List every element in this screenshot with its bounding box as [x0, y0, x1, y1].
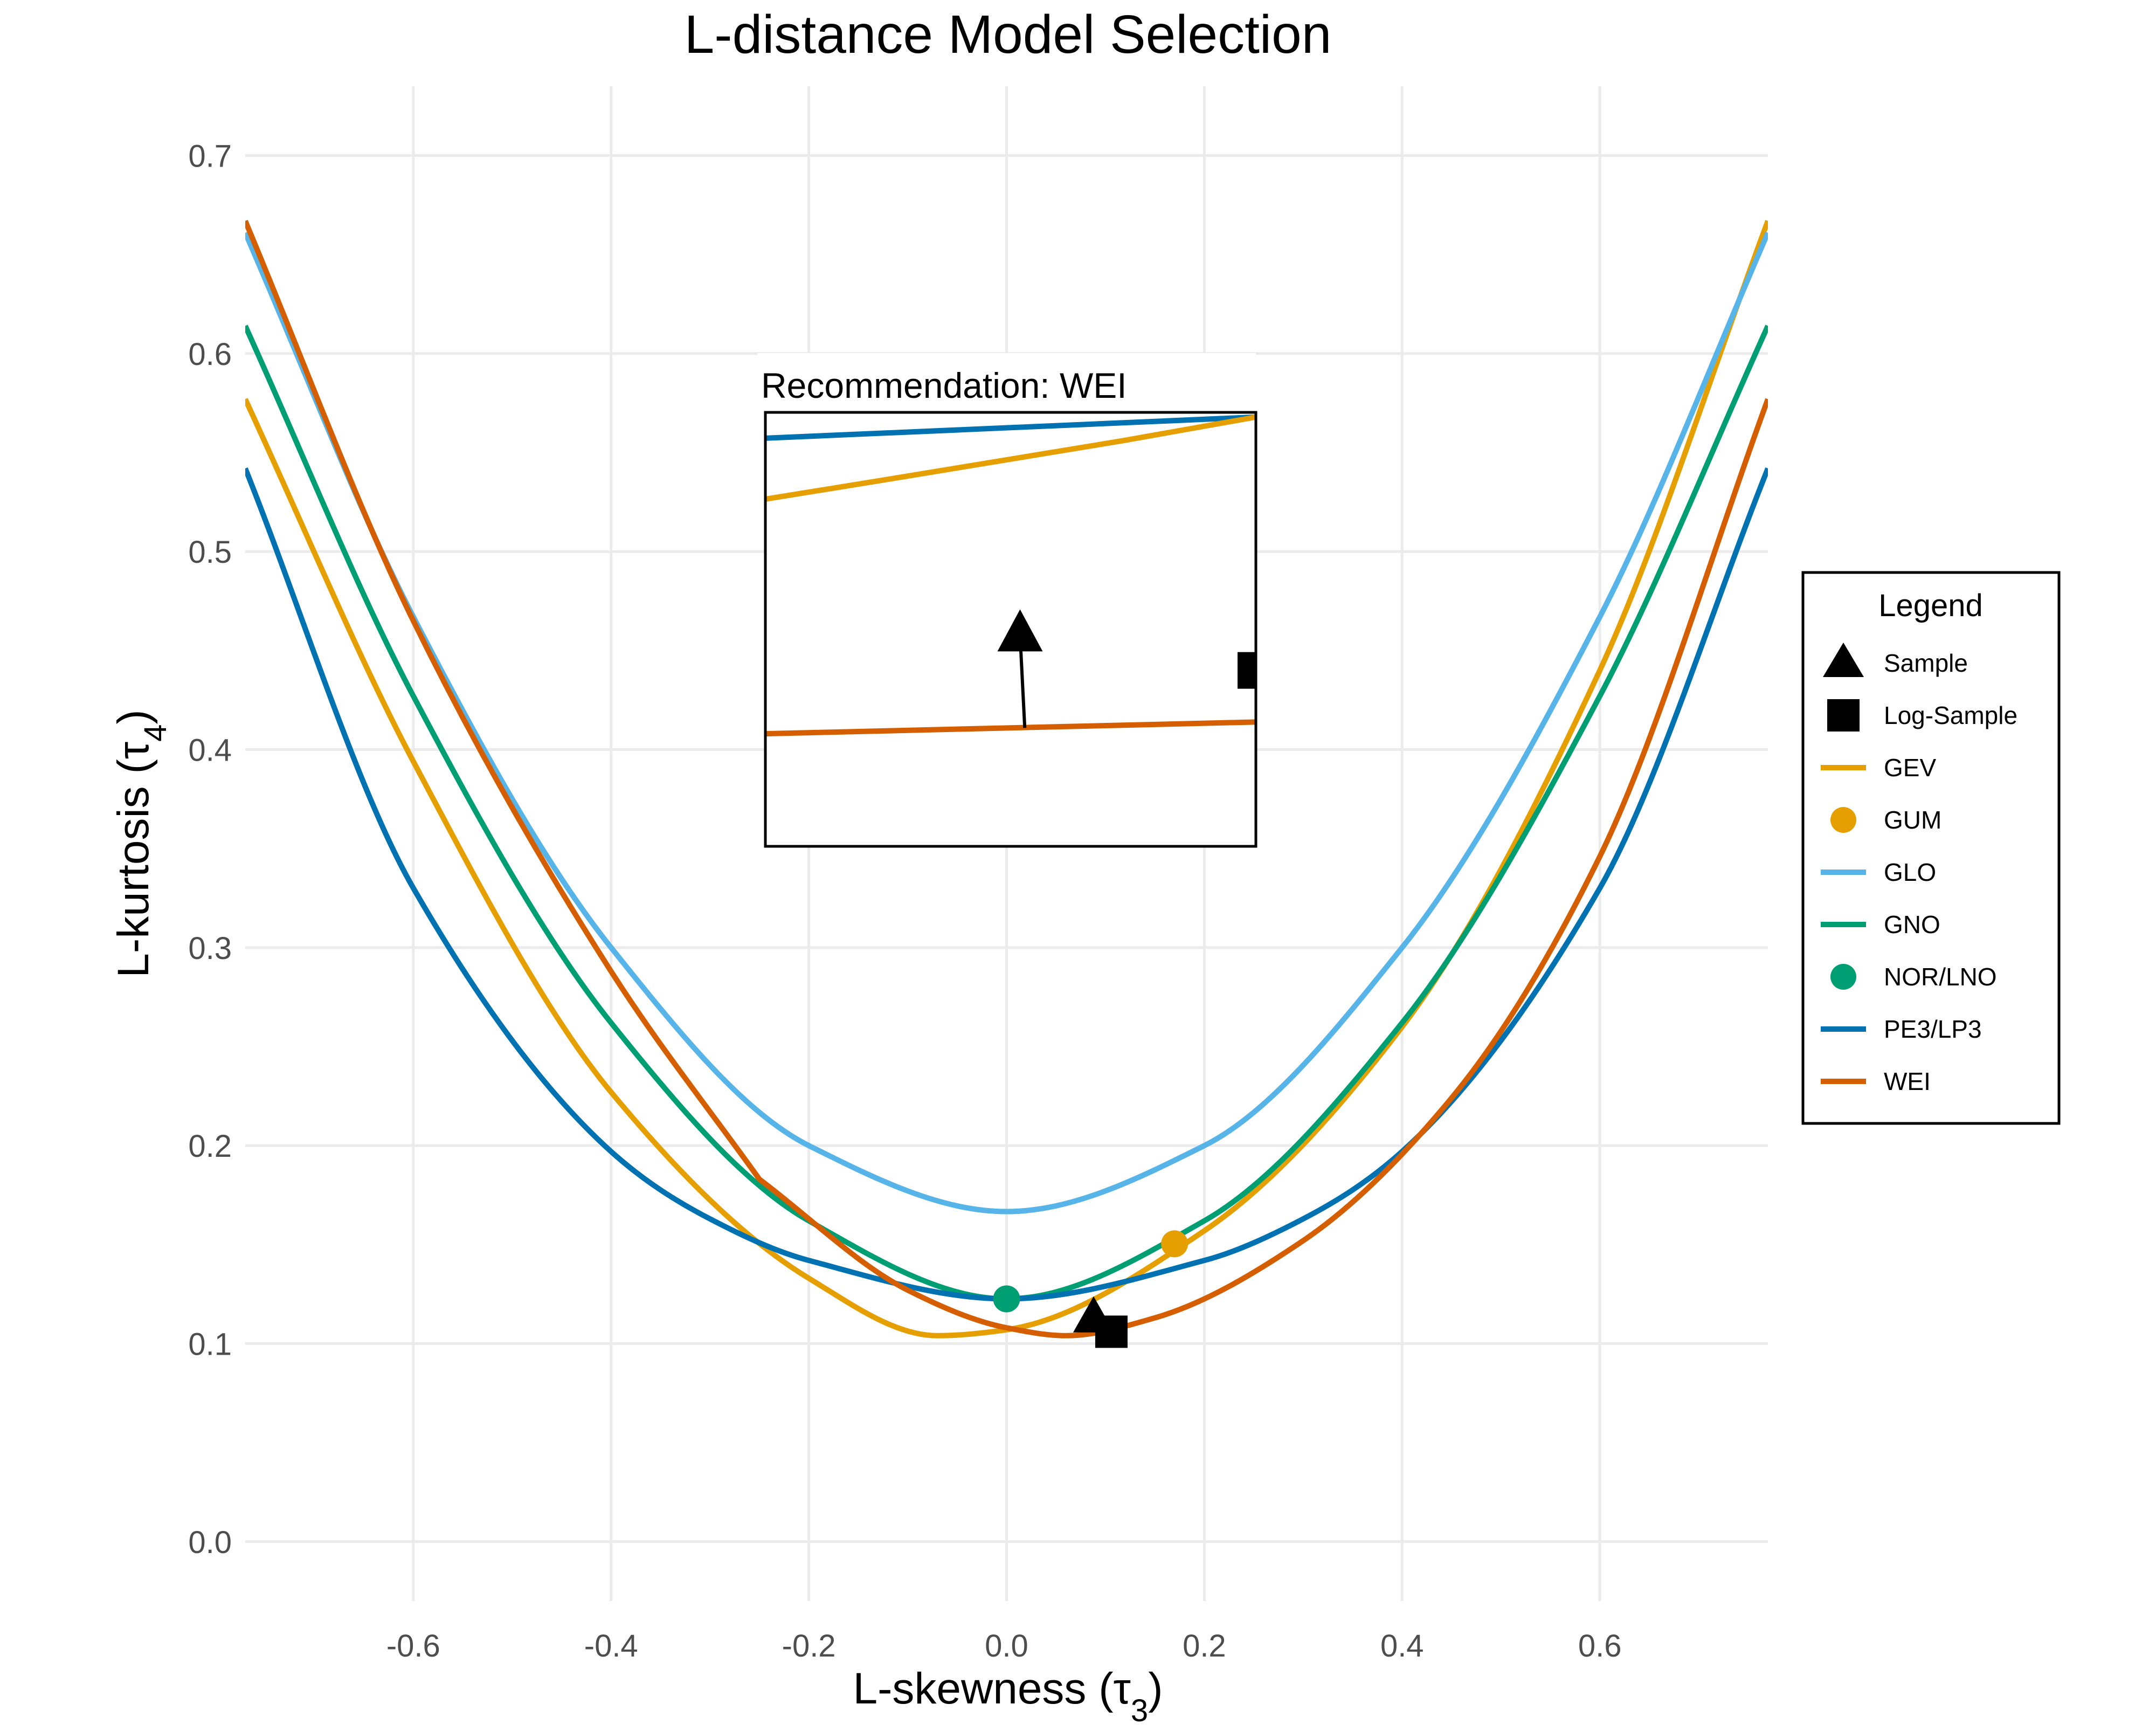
x-tick-label: 0.2	[1183, 1629, 1226, 1664]
y-axis-title-close: )	[109, 709, 158, 724]
x-tick-label: -0.4	[584, 1629, 638, 1664]
x-tick-label: -0.2	[782, 1629, 836, 1664]
y-tick-label: 0.5	[188, 535, 232, 570]
inset-log-sample-marker	[1238, 652, 1256, 689]
legend-key-point	[1830, 964, 1856, 990]
x-axis-title-sub: 3	[1131, 1693, 1148, 1725]
data-points	[993, 1230, 1188, 1348]
legend-key-square	[1827, 699, 1860, 732]
inset-title: Recommendation: WEI	[761, 365, 1127, 405]
point-nor-lno	[993, 1285, 1020, 1313]
x-tick-label: 0.0	[985, 1629, 1028, 1664]
chart-title: L-distance Model Selection	[685, 4, 1332, 65]
x-axis-title-base: L-skewness (τ	[853, 1664, 1130, 1713]
x-axis-title: L-skewness (τ3)	[853, 1664, 1163, 1725]
legend-label: GNO	[1884, 910, 1940, 939]
legend-label: Log-Sample	[1884, 701, 2017, 729]
legend-item-gev: GEV	[1821, 754, 1936, 782]
inset-line-wei	[765, 719, 1256, 737]
legend-label: PE3/LP3	[1884, 1015, 1982, 1043]
y-tick-label: 0.2	[188, 1129, 232, 1164]
legend-key-triangle	[1823, 643, 1864, 677]
inset-title-background	[757, 353, 1256, 412]
legend-item-glo: GLO	[1821, 858, 1936, 886]
inset-border	[764, 411, 1257, 848]
y-axis-ticks: 0.0 0.1 0.2 0.3 0.4 0.5 0.6 0.7	[188, 139, 232, 1560]
legend-item-gno: GNO	[1821, 910, 1940, 939]
legend-item-gum: GUM	[1830, 806, 1941, 834]
legend-label: GUM	[1884, 806, 1941, 834]
y-axis-title: L-kurtosis (τ4)	[109, 709, 173, 978]
x-axis-ticks: -0.6 -0.4 -0.2 0.0 0.2 0.4 0.6	[386, 1629, 1622, 1664]
inset-panel: Recommendation: WEI	[757, 353, 1257, 848]
y-tick-label: 0.7	[188, 139, 232, 174]
inset-line-gev	[765, 414, 1256, 502]
legend-label: GLO	[1884, 858, 1936, 886]
legend: Legend Sample Log-Sample GEV GUM GLO GNO NOR/L…	[1801, 571, 2061, 1125]
legend-label: Sample	[1884, 649, 1968, 677]
legend-title: Legend	[1878, 588, 1983, 623]
legend-item-pe3-lp3: PE3/LP3	[1821, 1015, 1982, 1043]
legend-key-point	[1830, 807, 1856, 833]
inset-sample-marker	[997, 609, 1043, 652]
legend-label: GEV	[1884, 754, 1936, 782]
legend-item-log-sample: Log-Sample	[1827, 699, 2017, 732]
legend-label: WEI	[1884, 1067, 1931, 1095]
y-tick-label: 0.6	[188, 337, 232, 372]
y-tick-label: 0.4	[188, 733, 232, 768]
x-axis-title-close: )	[1148, 1664, 1163, 1713]
legend-item-wei: WEI	[1821, 1067, 1931, 1095]
x-tick-label: 0.4	[1380, 1629, 1424, 1664]
legend-item-sample: Sample	[1823, 643, 1968, 677]
y-tick-label: 0.0	[188, 1525, 232, 1560]
x-tick-label: -0.6	[386, 1629, 440, 1664]
point-log-sample	[1095, 1315, 1128, 1348]
y-tick-label: 0.3	[188, 931, 232, 966]
inset-line-pe3-lp3	[765, 414, 1256, 441]
point-gum	[1161, 1230, 1188, 1258]
series-line-glo	[245, 231, 1768, 1215]
x-tick-label: 0.6	[1578, 1629, 1622, 1664]
series-line-gev	[245, 220, 1768, 1338]
series-line-wei	[245, 219, 1768, 1338]
y-axis-title-sub: 4	[138, 724, 173, 742]
y-axis-title-base: L-kurtosis (τ	[109, 742, 158, 978]
inset-marks	[765, 414, 1256, 737]
y-tick-label: 0.1	[188, 1327, 232, 1362]
legend-label: NOR/LNO	[1884, 963, 1997, 991]
legend-item-nor-lno: NOR/LNO	[1830, 963, 1997, 991]
